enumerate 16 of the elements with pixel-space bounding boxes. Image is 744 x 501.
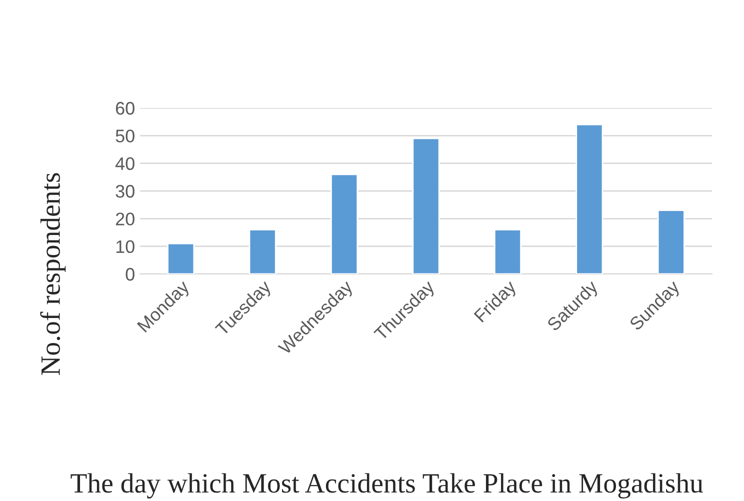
bar xyxy=(248,229,276,274)
bar xyxy=(494,229,522,274)
bar xyxy=(657,210,685,274)
y-axis-title: No.of respondents xyxy=(40,173,66,376)
text: The day which Most Accidents Take Place in Mogadishu xyxy=(70,473,704,498)
bar xyxy=(330,174,358,274)
y-tick-label: 50 xyxy=(116,130,134,142)
bar xyxy=(576,124,604,274)
y-tick-label: 20 xyxy=(116,212,134,226)
bar xyxy=(167,242,195,274)
y-tick-label: 10 xyxy=(116,240,134,254)
y-tick-label: 40 xyxy=(115,157,134,170)
y-tick-label: 30 xyxy=(116,184,134,198)
bar xyxy=(412,138,440,274)
y-tick-label: 60 xyxy=(116,102,134,115)
y-tick-label: 0 xyxy=(126,268,134,281)
